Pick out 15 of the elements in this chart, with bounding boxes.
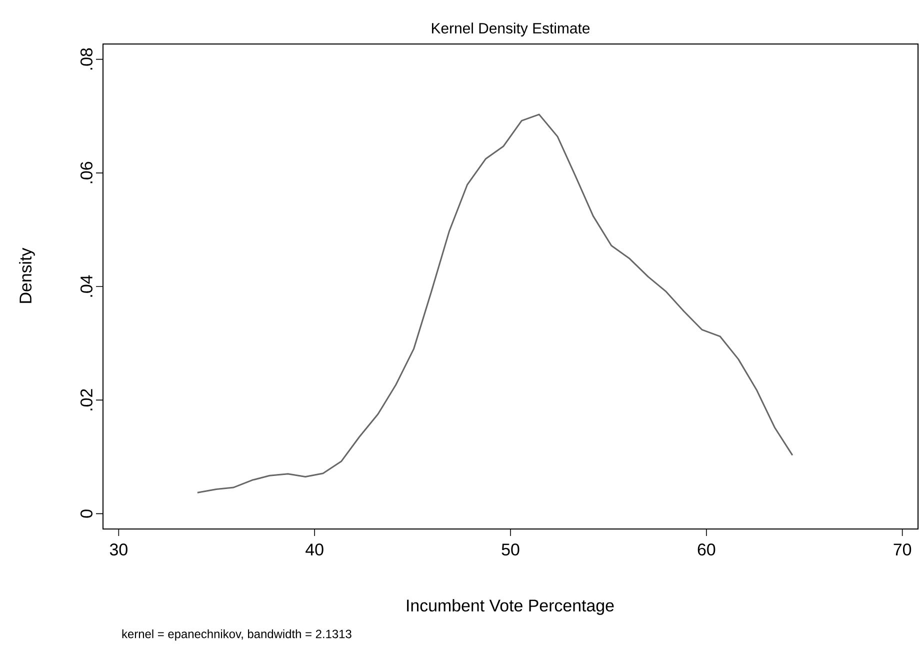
- y-tick-label: .04: [80, 275, 92, 297]
- chart-title: Kernel Density Estimate: [432, 22, 590, 36]
- text: kernel = epanechnikov, bandwidth = 2.1313: [122, 629, 352, 641]
- line-series: [196, 114, 794, 494]
- x-tick-label: 40: [306, 544, 324, 556]
- y-tick-label: 0: [80, 510, 92, 518]
- y-axis-title: Density: [19, 248, 35, 303]
- x-tick-label: 30: [110, 544, 128, 556]
- x-tick-label: 60: [698, 544, 716, 556]
- y-tick-label: .08: [80, 48, 92, 70]
- y-tick-label: .02: [80, 389, 92, 410]
- x-axis-title: Incumbent Vote Percentage: [407, 599, 614, 615]
- y-tick-label: .06: [80, 162, 92, 184]
- x-tick-label: 50: [502, 544, 520, 556]
- x-tick-label: 70: [894, 544, 912, 556]
